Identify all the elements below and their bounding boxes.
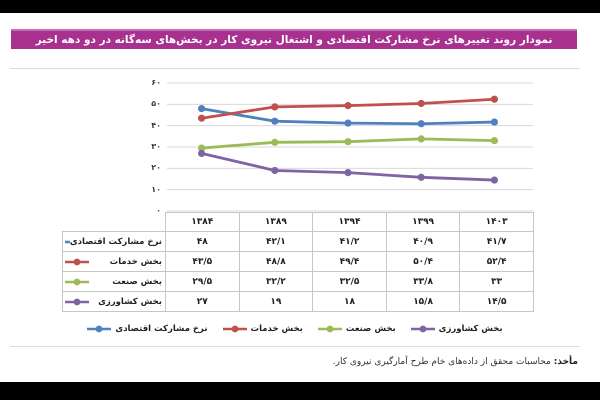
data-point xyxy=(417,135,425,143)
series-marker-icon xyxy=(65,298,89,305)
y-axis-tick: ۶۰ xyxy=(151,78,161,87)
row-label: بخش خدمات xyxy=(109,256,162,267)
value-cell: ۵۰/۴ xyxy=(385,251,461,272)
data-point xyxy=(198,114,206,122)
letterbox-top xyxy=(0,0,600,13)
value-cell: ۳۲/۵ xyxy=(312,271,387,292)
data-point xyxy=(417,173,425,181)
series-marker-icon xyxy=(317,325,342,333)
series-marker-icon xyxy=(222,325,247,333)
year-header-cell: ۱۳۸۹ xyxy=(238,212,314,232)
legend: نرخ مشارکت اقتصادی بخش خدمات بخش صنعت بخش ک… xyxy=(10,321,580,337)
data-point xyxy=(417,120,425,128)
value-cell: ۴۸/۸ xyxy=(238,251,314,272)
data-point xyxy=(271,166,279,175)
value-cell: ۱۸ xyxy=(312,291,387,312)
value-cell: ۵۲/۴ xyxy=(459,251,534,272)
value-cell: ۳۳/۸ xyxy=(385,271,461,292)
row-label: نرخ مشارکت اقتصادی xyxy=(69,236,162,247)
year-header-cell: ۱۴۰۳ xyxy=(459,212,534,232)
data-point xyxy=(271,117,279,125)
series-marker-icon xyxy=(87,325,112,333)
value-cell: ۴۲/۱ xyxy=(238,231,314,252)
legend-label: بخش صنعت xyxy=(345,324,396,334)
legend-entry: بخش صنعت xyxy=(317,324,396,334)
value-cell: ۴۸ xyxy=(165,231,240,252)
table-row: بخش صنعت ۲۹/۵ ۳۲/۲ ۳۲/۵ ۳۳/۸ ۳۳ xyxy=(62,271,534,292)
series-marker-icon xyxy=(65,258,89,265)
y-axis-tick: ۴۰ xyxy=(151,120,161,130)
chart-title-banner: نمودار روند تغییرهای نرخ مشارکت اقتصادی … xyxy=(11,29,577,49)
y-axis-tick: ۲۰ xyxy=(151,163,161,173)
table-row: بخش خدمات ۴۳/۵ ۴۸/۸ ۴۹/۴ ۵۰/۴ ۵۲/۴ xyxy=(62,251,534,272)
value-cell: ۴۱/۲ xyxy=(312,231,387,252)
value-cell: ۲۹/۵ xyxy=(165,271,240,292)
data-point xyxy=(344,138,352,146)
row-label-cell: نرخ مشارکت اقتصادی xyxy=(62,231,166,252)
y-axis-tick: ۵۰ xyxy=(151,99,161,109)
data-point xyxy=(344,102,352,110)
y-axis-tick: ۰ xyxy=(156,206,161,215)
data-table: ۱۳۸۴ ۱۳۸۹ ۱۳۹۴ ۱۳۹۹ ۱۴۰۳ نرخ مشارکت اقتصادی ۴۸… xyxy=(62,212,534,312)
data-point xyxy=(490,137,498,145)
table-row: بخش کشاورزی ۲۷ ۱۹ ۱۸ ۱۵/۸ ۱۴/۵ xyxy=(62,291,534,312)
row-label-cell: بخش کشاورزی xyxy=(62,291,166,312)
series-marker-icon xyxy=(410,325,435,333)
table-row: نرخ مشارکت اقتصادی ۴۸ ۴۲/۱ ۴۱/۲ ۴۰/۹ ۴۱/۷ xyxy=(62,231,534,252)
line-chart-plot xyxy=(167,82,533,212)
data-point xyxy=(490,95,498,103)
series-marker-icon xyxy=(65,278,89,285)
legend-entry: نرخ مشارکت اقتصادی xyxy=(87,324,208,334)
chart-card: ۱۳۸۴ ۱۳۸۹ ۱۳۹۴ ۱۳۹۹ ۱۴۰۳ نرخ مشارکت اقتصادی ۴۸… xyxy=(10,68,580,347)
data-point xyxy=(198,144,206,152)
legend-entry: بخش خدمات xyxy=(222,324,303,334)
source-note-label: مأخذ: xyxy=(553,357,578,367)
legend-label: بخش خدمات xyxy=(250,324,303,334)
data-point xyxy=(490,176,498,184)
data-point xyxy=(490,118,498,126)
chart-title: نمودار روند تغییرهای نرخ مشارکت اقتصادی … xyxy=(35,34,553,46)
table-header-row: ۱۳۸۴ ۱۳۸۹ ۱۳۹۴ ۱۳۹۹ ۱۴۰۳ xyxy=(63,212,534,232)
value-cell: ۳۲/۲ xyxy=(238,271,314,292)
source-note: مأخذ: محاسبات محقق از داده‌های خام طرح آ… xyxy=(333,357,578,367)
y-axis-tick: ۳۰ xyxy=(151,142,161,151)
row-label: بخش صنعت xyxy=(112,276,162,287)
row-label-cell: بخش صنعت xyxy=(62,271,166,292)
data-point xyxy=(344,119,352,127)
data-point xyxy=(271,138,279,146)
y-axis-tick: ۱۰ xyxy=(151,184,161,194)
value-cell: ۱۹ xyxy=(238,291,314,312)
row-label: بخش کشاورزی xyxy=(98,296,162,307)
source-note-text: محاسبات محقق از داده‌های خام طرح آمارگیر… xyxy=(332,357,551,367)
value-cell: ۱۵/۸ xyxy=(385,291,461,312)
data-point xyxy=(198,105,206,113)
data-point xyxy=(417,99,425,108)
data-point xyxy=(198,149,206,157)
year-header-cell: ۱۳۹۴ xyxy=(312,212,387,232)
legend-label: نرخ مشارکت اقتصادی xyxy=(115,324,208,334)
data-point xyxy=(271,103,279,111)
value-cell: ۲۷ xyxy=(165,291,240,312)
value-cell: ۴۹/۴ xyxy=(312,251,387,272)
value-cell: ۱۴/۵ xyxy=(459,291,534,312)
value-cell: ۴۳/۵ xyxy=(165,251,240,272)
value-cell: ۳۳ xyxy=(459,271,534,292)
series-marker-icon xyxy=(65,240,70,243)
legend-entry: بخش کشاورزی xyxy=(410,324,503,334)
value-cell: ۴۱/۷ xyxy=(459,231,534,252)
data-point xyxy=(344,169,352,177)
year-header-cell: ۱۳۸۴ xyxy=(165,212,240,232)
value-cell: ۴۰/۹ xyxy=(385,231,461,252)
legend-label: بخش کشاورزی xyxy=(438,324,503,334)
letterbox-bottom xyxy=(0,382,600,400)
row-label-cell: بخش خدمات xyxy=(62,251,166,272)
year-header-cell: ۱۳۹۹ xyxy=(385,212,461,232)
